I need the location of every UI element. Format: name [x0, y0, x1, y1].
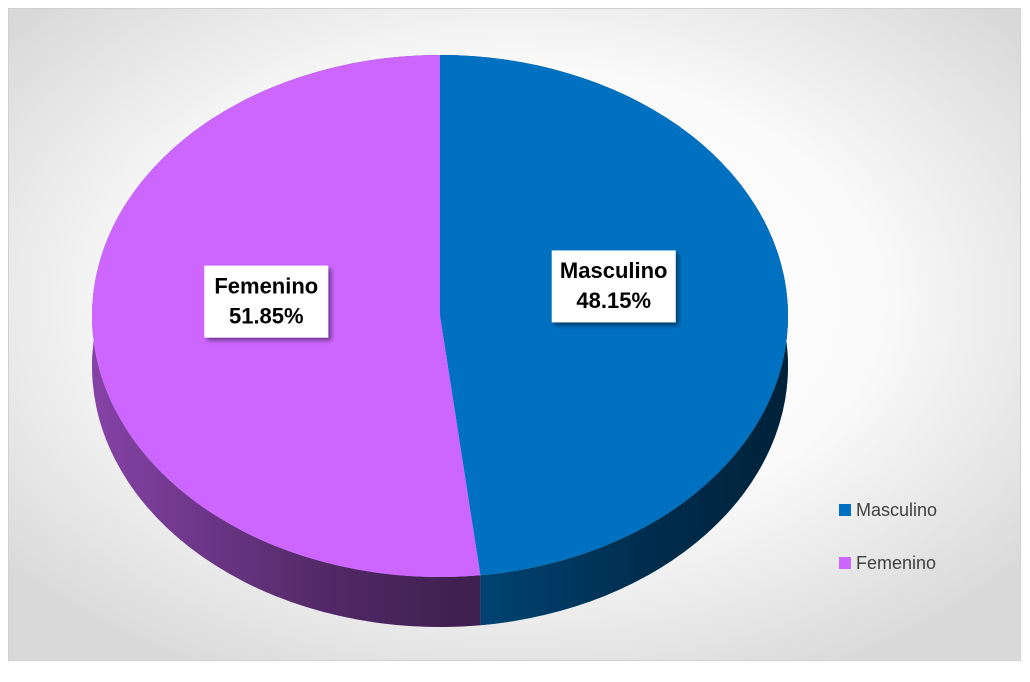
legend-label: Femenino — [856, 553, 936, 573]
legend-label: Masculino — [856, 500, 937, 520]
data-label-value: 48.15% — [576, 288, 651, 313]
data-label-category: Masculino — [560, 258, 668, 283]
data-labels: Masculino 48.15% Femenino 51.85% — [204, 250, 676, 338]
data-label-box — [551, 250, 676, 323]
legend: Masculino Femenino — [839, 500, 937, 573]
data-label-category: Femenino — [214, 273, 318, 298]
legend-swatch — [839, 504, 851, 516]
pie-tops — [91, 55, 788, 577]
legend-swatch — [839, 557, 851, 569]
data-label-value: 51.85% — [229, 303, 304, 328]
data-label-box — [204, 265, 329, 338]
